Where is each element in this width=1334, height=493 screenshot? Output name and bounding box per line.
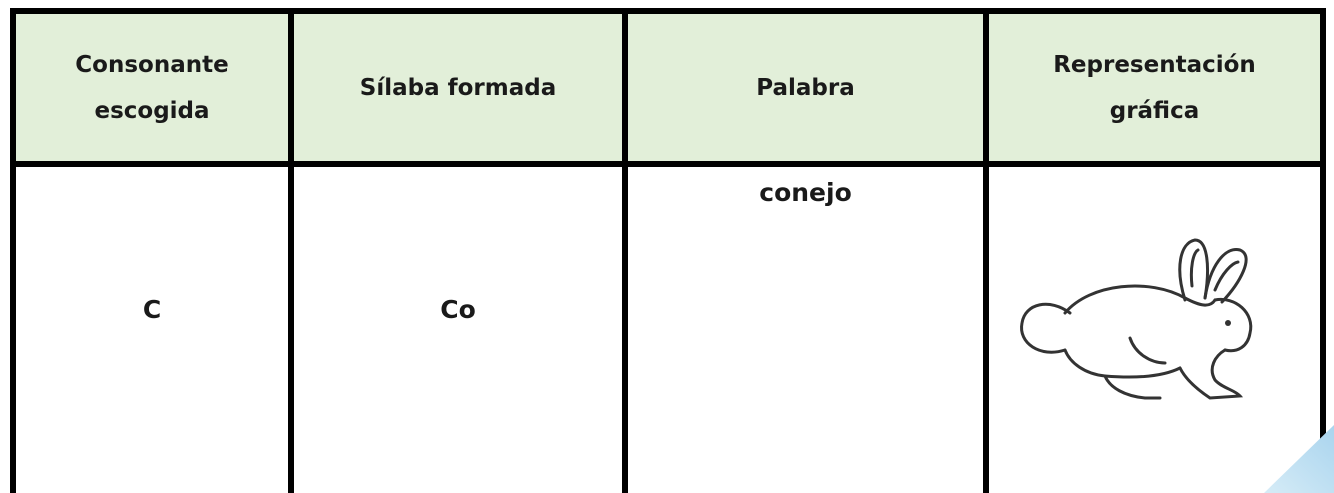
- border: [288, 8, 294, 493]
- corner-decoration: [1264, 425, 1334, 493]
- rabbit-eye: [1225, 320, 1231, 326]
- border: [622, 8, 628, 493]
- border: [10, 8, 1326, 14]
- header-cell: Sílaba formada: [294, 14, 622, 161]
- body-cell: C: [16, 290, 288, 330]
- rabbit-image: [1020, 238, 1253, 400]
- header-text: Representación gráfica: [1053, 51, 1256, 124]
- header-text: Consonante escogida: [75, 51, 229, 124]
- header-text: Sílaba formada: [359, 74, 557, 101]
- header-cell: Palabra: [628, 14, 983, 161]
- cell-text: conejo: [759, 178, 852, 207]
- header-cell: Representación gráfica: [989, 14, 1320, 161]
- border: [983, 8, 989, 493]
- header-cell: Consonante escogida: [16, 14, 288, 161]
- body-cell: Co: [294, 290, 622, 330]
- header-text: Palabra: [756, 74, 855, 101]
- cell-text: C: [142, 295, 162, 324]
- border: [1320, 8, 1326, 493]
- header-background: [12, 14, 1324, 164]
- cell-text: Co: [440, 295, 476, 324]
- border: [10, 8, 16, 493]
- border: [10, 161, 1326, 167]
- body-cell: conejo: [628, 173, 983, 213]
